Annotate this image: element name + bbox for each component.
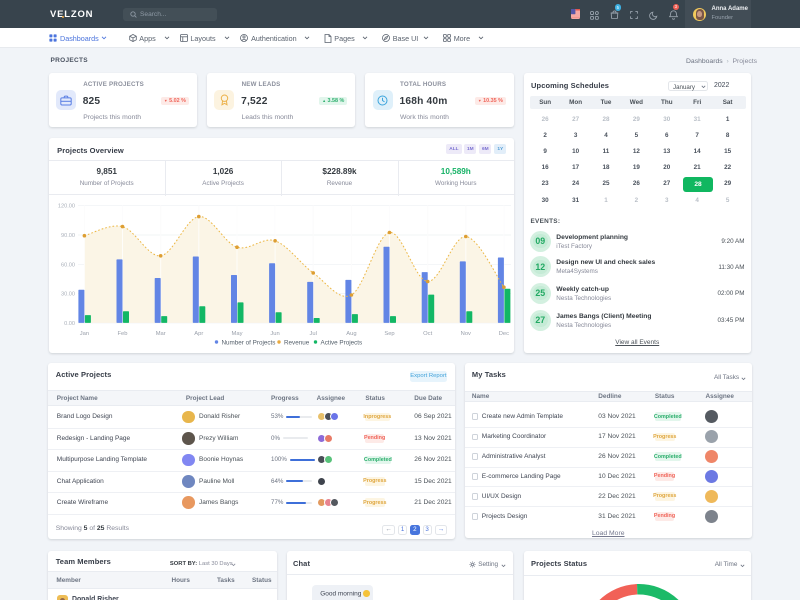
svg-text:May: May bbox=[231, 331, 242, 337]
svg-text:Revenue: Revenue bbox=[284, 339, 310, 346]
svg-text:Sep: Sep bbox=[384, 331, 394, 337]
svg-text:Jun: Jun bbox=[270, 331, 279, 337]
svg-text:Dec: Dec bbox=[498, 331, 508, 337]
svg-text:Apr: Apr bbox=[194, 331, 203, 337]
svg-text:Jul: Jul bbox=[309, 331, 316, 337]
svg-text:Mar: Mar bbox=[155, 331, 165, 337]
svg-text:Number of Projects: Number of Projects bbox=[221, 339, 275, 346]
svg-text:Aug: Aug bbox=[346, 331, 356, 337]
svg-text:90.00: 90.00 bbox=[61, 233, 75, 239]
svg-text:Nov: Nov bbox=[460, 331, 470, 337]
svg-text:Active Projects: Active Projects bbox=[320, 339, 362, 346]
svg-text:120.00: 120.00 bbox=[57, 203, 74, 209]
svg-text:Feb: Feb bbox=[117, 331, 127, 337]
svg-text:Jan: Jan bbox=[79, 331, 88, 337]
svg-text:60.00: 60.00 bbox=[61, 262, 75, 268]
svg-text:Oct: Oct bbox=[423, 331, 432, 337]
svg-text:30.00: 30.00 bbox=[61, 291, 75, 297]
svg-text:0.00: 0.00 bbox=[64, 320, 75, 326]
